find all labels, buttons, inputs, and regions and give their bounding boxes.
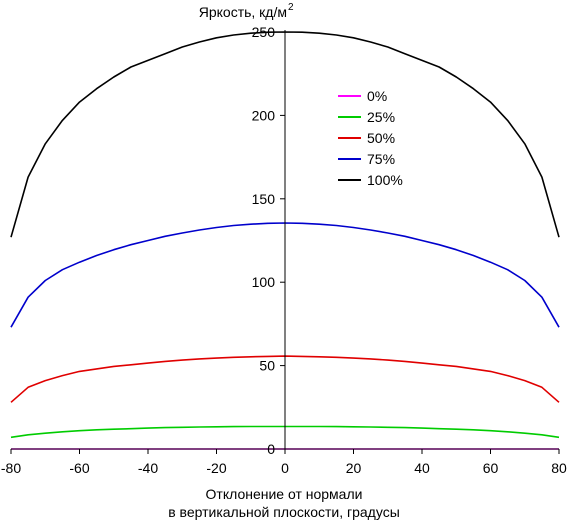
x-tick-label: -20	[206, 460, 226, 476]
y-axis-title: Яркость, кд/м	[199, 4, 287, 20]
y-axis-title-superscript: 2	[288, 2, 294, 13]
y-tick-label: 100	[252, 274, 276, 290]
x-axis-title-line-2: в вертикальной плоскости, градусы	[168, 504, 400, 520]
y-tick-label: 150	[252, 191, 276, 207]
legend-label-3: 75%	[367, 151, 395, 167]
x-tick-label: 80	[551, 460, 567, 476]
axis-layer	[10, 30, 560, 454]
x-axis-title-line-1: Отклонение от нормали	[206, 486, 363, 502]
y-tick-label: 200	[252, 107, 276, 123]
y-axis-title-superscript-text: 2	[288, 2, 294, 13]
x-tick-label: -40	[138, 460, 158, 476]
y-tick-label: 50	[259, 358, 275, 374]
x-tick-label: 20	[346, 460, 362, 476]
y-axis-title-text: Яркость, кд/м	[199, 4, 287, 20]
tick-label-layer: -80 -60 -40 -20 0 20 40 60 80 0 50 100 150 200 250	[1, 24, 567, 476]
legend-label-0: 0%	[367, 88, 387, 104]
x-tick-label: 40	[414, 460, 430, 476]
x-tick-label: 0	[281, 460, 289, 476]
x-tick-label: 60	[483, 460, 499, 476]
y-tick-label: 0	[267, 441, 275, 457]
legend: 0% 25% 50% 75% 100%	[338, 88, 403, 188]
legend-label-1: 25%	[367, 109, 395, 125]
x-tick-label: -60	[69, 460, 89, 476]
legend-label-2: 50%	[367, 130, 395, 146]
y-tick-label: 250	[252, 24, 276, 40]
legend-label-4: 100%	[367, 172, 403, 188]
x-tick-label: -80	[1, 460, 21, 476]
